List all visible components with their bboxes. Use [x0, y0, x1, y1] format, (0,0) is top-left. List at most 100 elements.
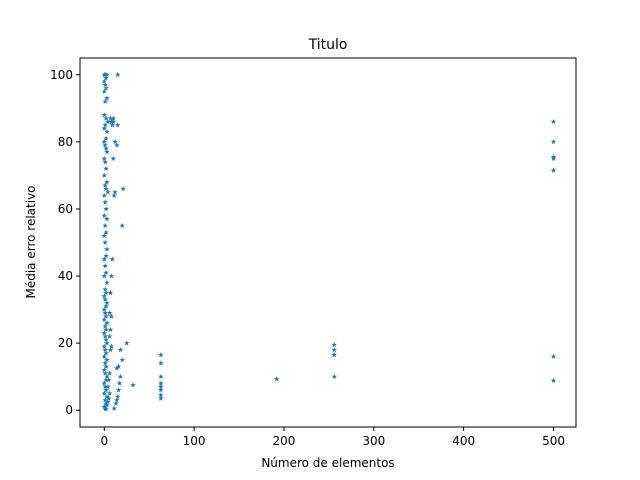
data-point — [123, 340, 130, 346]
data-point — [110, 155, 116, 161]
data-point — [158, 373, 164, 380]
data-point — [103, 400, 109, 406]
data-point — [158, 395, 164, 401]
x-tick-label: 300 — [362, 434, 385, 448]
data-point — [274, 376, 280, 382]
data-point — [105, 118, 111, 125]
data-point — [103, 269, 109, 276]
data-point — [101, 232, 108, 239]
data-point — [109, 122, 116, 128]
plot-frame — [79, 57, 577, 428]
data-point — [550, 377, 557, 384]
data-point — [104, 128, 110, 135]
data-point — [550, 118, 557, 125]
data-point — [103, 363, 109, 369]
data-point — [103, 115, 109, 121]
data-point — [114, 365, 120, 371]
data-point — [115, 363, 122, 369]
data-point — [104, 179, 110, 185]
data-point — [101, 390, 108, 396]
data-point — [120, 185, 126, 192]
data-point — [101, 343, 108, 349]
data-point — [158, 392, 164, 398]
data-point — [550, 353, 557, 359]
data-point — [103, 135, 109, 141]
y-tick-label: 80 — [58, 135, 73, 149]
data-point — [102, 323, 108, 329]
data-point — [102, 346, 108, 353]
data-point — [101, 306, 108, 312]
data-point — [101, 138, 108, 145]
data-point — [114, 122, 121, 128]
data-point — [103, 350, 109, 356]
y-tick-label: 20 — [58, 336, 73, 350]
data-point — [109, 256, 116, 262]
x-tick-label: 400 — [452, 434, 475, 448]
data-point — [117, 346, 124, 353]
data-point — [104, 299, 110, 306]
data-point — [102, 310, 108, 316]
y-tick-label: 100 — [50, 68, 73, 82]
data-point — [114, 142, 120, 148]
data-point — [102, 199, 108, 205]
data-point — [108, 343, 115, 349]
x-tick-label: 100 — [183, 434, 206, 448]
data-point — [102, 397, 108, 403]
data-point — [102, 383, 108, 390]
data-point — [106, 390, 113, 396]
data-point — [102, 333, 108, 339]
data-point — [104, 246, 110, 252]
data-point — [119, 357, 125, 363]
data-point — [101, 256, 108, 262]
data-point — [104, 279, 110, 286]
data-point — [107, 346, 114, 353]
data-point — [110, 115, 116, 121]
y-tick-label: 0 — [65, 403, 73, 417]
data-point — [102, 159, 108, 165]
data-point — [331, 346, 338, 353]
data-point — [103, 326, 109, 333]
data-point — [101, 316, 108, 322]
data-point — [103, 387, 109, 393]
data-point — [104, 357, 110, 363]
data-point — [102, 222, 108, 229]
data-point — [102, 98, 108, 104]
data-point — [102, 142, 108, 148]
data-point — [158, 351, 164, 358]
data-point — [113, 400, 119, 406]
data-point — [110, 118, 116, 125]
data-point — [101, 273, 108, 279]
data-point — [115, 387, 122, 393]
data-point — [550, 155, 557, 161]
data-point — [101, 78, 108, 84]
data-point — [104, 95, 110, 101]
data-point — [101, 353, 108, 359]
data-point — [331, 341, 338, 348]
y-tick-label: 60 — [58, 202, 73, 216]
data-point — [114, 393, 121, 400]
data-point — [102, 296, 108, 302]
data-point — [550, 167, 557, 173]
data-point — [102, 81, 108, 88]
data-point — [331, 373, 338, 380]
data-point — [158, 387, 164, 393]
x-tick-label: 200 — [273, 434, 296, 448]
data-point — [103, 313, 109, 319]
data-point — [101, 172, 108, 178]
data-point — [103, 406, 109, 412]
data-point — [104, 340, 110, 346]
x-tick-label: 500 — [542, 434, 565, 448]
data-point — [550, 154, 557, 160]
data-point — [106, 370, 113, 376]
data-point — [101, 403, 108, 410]
y-axis-label: Média erro relativo — [24, 185, 38, 298]
data-point — [104, 373, 110, 380]
data-point — [101, 192, 108, 198]
data-point — [550, 138, 557, 145]
data-point — [103, 253, 109, 259]
x-axis-label: Número de elementos — [261, 456, 394, 470]
data-point — [101, 367, 108, 373]
data-point — [107, 326, 114, 333]
data-point — [101, 88, 108, 94]
